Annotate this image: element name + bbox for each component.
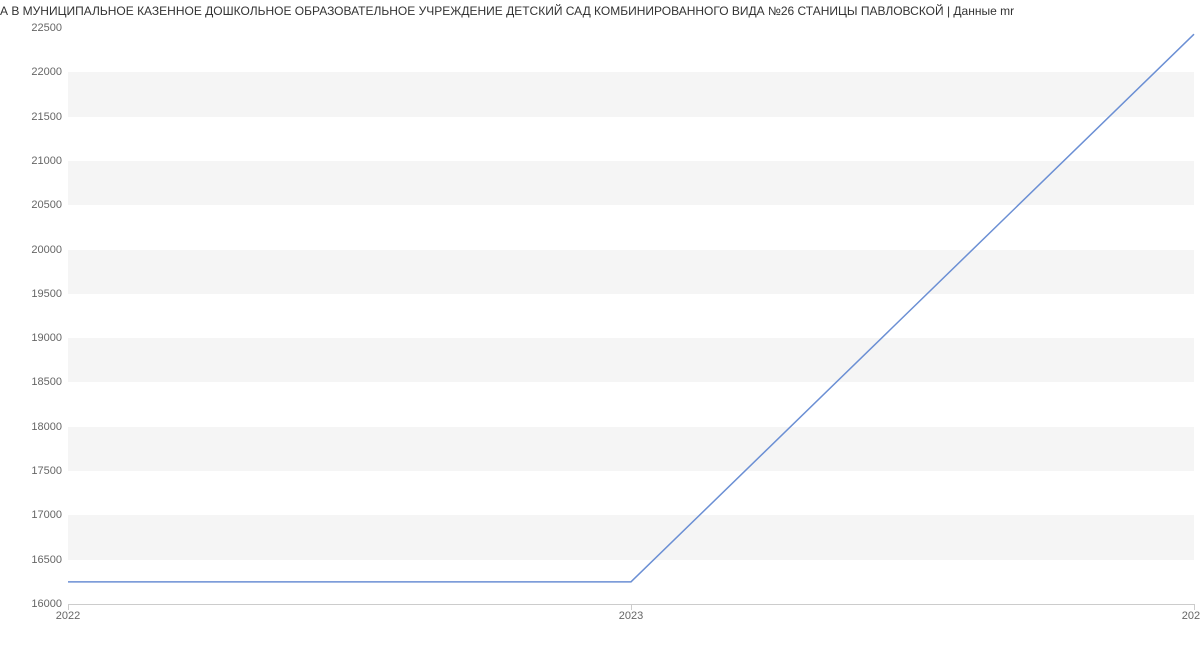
line-series	[68, 28, 1194, 604]
x-axis-label: 2023	[619, 610, 643, 622]
y-axis-label: 20500	[31, 199, 62, 211]
y-axis-label: 22000	[31, 66, 62, 78]
plot-area	[68, 28, 1194, 604]
chart-title: А В МУНИЦИПАЛЬНОЕ КАЗЕННОЕ ДОШКОЛЬНОЕ ОБ…	[0, 0, 1200, 22]
y-axis-label: 19500	[31, 288, 62, 300]
chart-container: А В МУНИЦИПАЛЬНОЕ КАЗЕННОЕ ДОШКОЛЬНОЕ ОБ…	[0, 0, 1200, 650]
x-tick	[68, 604, 69, 610]
y-axis-label: 16000	[31, 598, 62, 610]
y-axis-label: 21000	[31, 155, 62, 167]
y-axis-label: 18500	[31, 376, 62, 388]
data-line	[68, 34, 1194, 582]
y-axis-label: 17500	[31, 465, 62, 477]
y-axis-label: 20000	[31, 244, 62, 256]
y-axis-label: 22500	[31, 22, 62, 34]
x-tick	[631, 604, 632, 610]
x-axis-label: 2024	[1182, 610, 1200, 622]
x-tick	[1194, 604, 1195, 610]
y-axis-label: 16500	[31, 554, 62, 566]
y-axis-label: 19000	[31, 332, 62, 344]
y-axis-label: 18000	[31, 421, 62, 433]
x-axis-label: 2022	[56, 610, 80, 622]
y-axis-label: 21500	[31, 111, 62, 123]
y-axis-label: 17000	[31, 509, 62, 521]
